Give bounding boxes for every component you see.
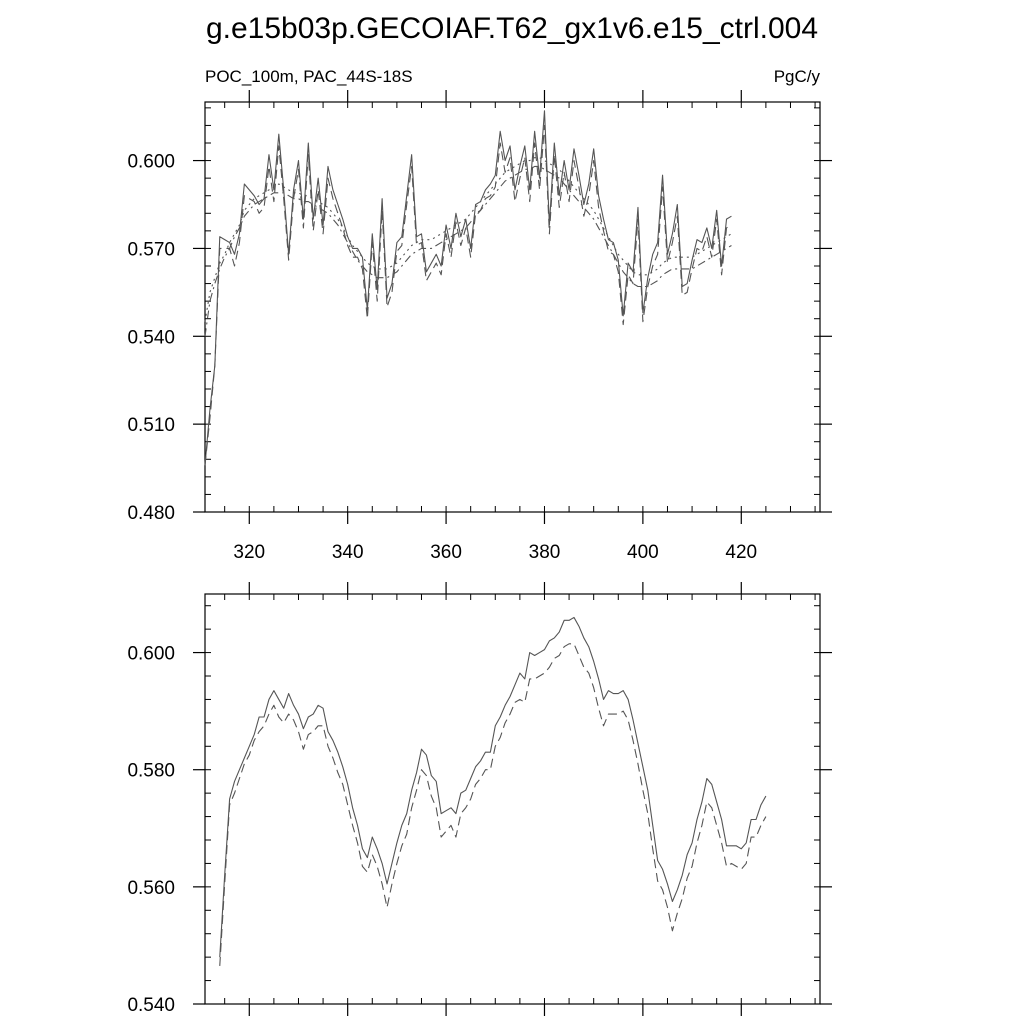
panel1-y-tick-label: 0.480 — [127, 503, 175, 524]
panel2-series-solid — [219, 616, 767, 958]
panel1-series-dashed — [204, 124, 732, 466]
panel1-series-dashdot — [204, 165, 732, 337]
panel1-x-tick-label: 320 — [233, 542, 265, 563]
bottom-line-panel: 0.540 0.560 0.580 0.600 — [127, 582, 832, 1016]
panel1-subtitle-left: POC_100m, PAC_44S-18S — [205, 67, 413, 86]
panel1-x-tick-label: 420 — [725, 542, 757, 563]
panel1-x-tick-label: 400 — [627, 542, 659, 563]
top-line-panel: 0.480 0.510 0.540 0.570 0.600 320 340 360 380 400… — [127, 90, 832, 563]
panel2-y-tick-label: 0.560 — [127, 878, 175, 899]
panel1-subtitle-right: PgC/y — [774, 67, 821, 86]
panel2-frame — [204, 593, 821, 1005]
panel2-series-dashed — [219, 643, 767, 966]
panel2-y-tick-label: 0.600 — [127, 644, 175, 665]
panel1-series-solid — [204, 110, 732, 466]
panel1-x-tick-label: 360 — [430, 542, 462, 563]
panel1-y-tick-label: 0.600 — [127, 152, 175, 173]
panel1-frame — [204, 101, 821, 513]
panel2-y-tick-label: 0.540 — [127, 995, 175, 1016]
panel1-y-tick-label: 0.570 — [127, 239, 175, 260]
panel1-y-tick-label: 0.510 — [127, 415, 175, 436]
panel1-x-tick-label: 380 — [529, 542, 561, 563]
panel1-x-tick-label: 340 — [332, 542, 364, 563]
panel1-y-tick-label: 0.540 — [127, 327, 175, 348]
figure-title: g.e15b03p.GECOIAF.T62_gx1v6.e15_ctrl.004 — [206, 12, 818, 45]
panel2-y-tick-label: 0.580 — [127, 761, 175, 782]
